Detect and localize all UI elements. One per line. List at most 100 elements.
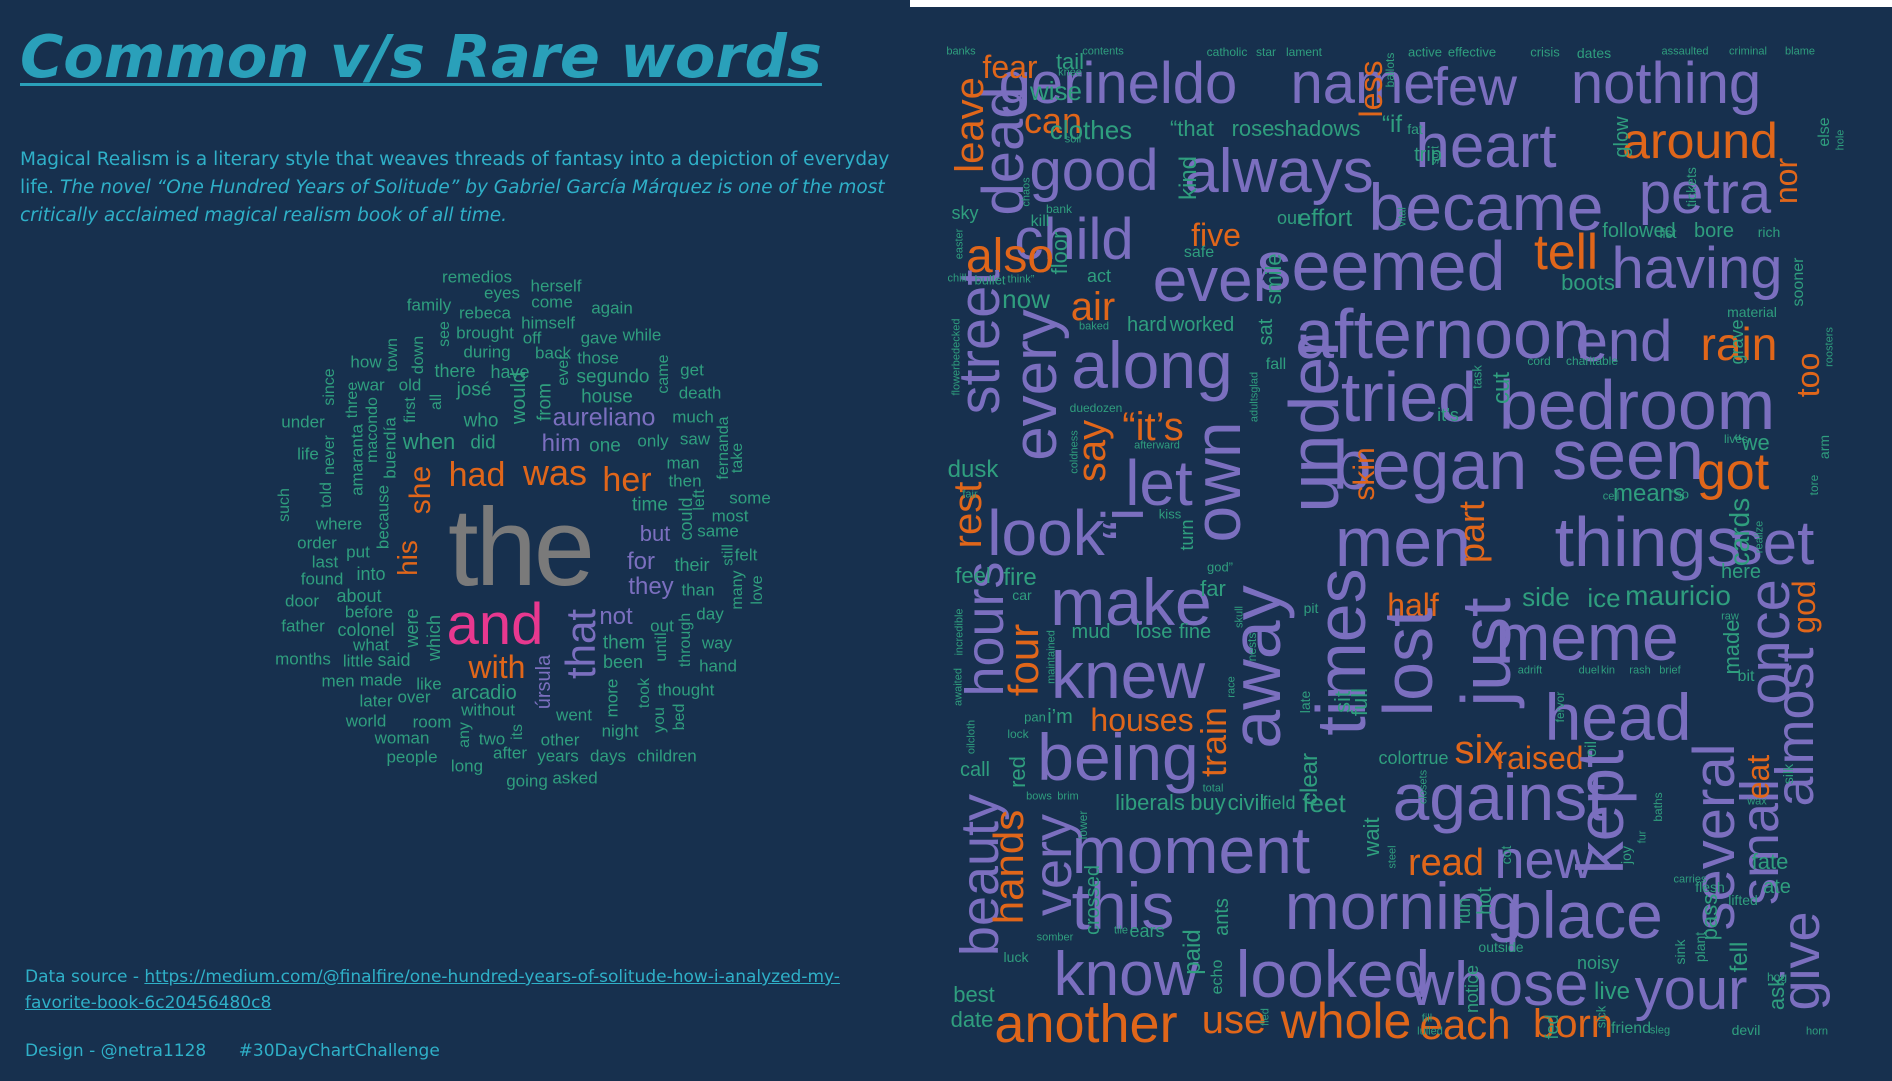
rare-word: lulled <box>1417 1025 1443 1038</box>
common-word: down <box>410 335 427 375</box>
rare-word: here <box>1720 561 1762 583</box>
rare-word: active <box>1408 44 1442 60</box>
common-word: house <box>581 386 633 408</box>
data-source-link[interactable]: https://medium.com/@finalfire/one-hundre… <box>25 967 840 1013</box>
rare-word: around <box>1622 113 1778 169</box>
rare-word: seen <box>1552 416 1704 494</box>
common-word: about <box>336 586 382 606</box>
rare-word: cord <box>1527 354 1551 368</box>
rare-word: cut <box>1488 371 1515 405</box>
rare-word: banks <box>946 45 976 58</box>
rare-word: whole <box>1280 993 1412 1049</box>
rare-word: bows <box>1026 790 1052 803</box>
rare-word: “if <box>1382 111 1402 138</box>
rare-word: houses <box>1090 702 1194 738</box>
rare-word: seemed <box>1256 227 1506 305</box>
rare-word: kiss <box>1158 506 1182 522</box>
common-word: took <box>636 677 653 709</box>
common-word: the <box>448 486 595 609</box>
rare-word: notice <box>1462 964 1482 1014</box>
rare-word: “that <box>1169 116 1215 141</box>
rare-word: sink <box>1672 939 1688 965</box>
rare-word: carries <box>1673 873 1707 886</box>
common-word: bed <box>671 703 688 731</box>
common-word: before <box>344 602 394 622</box>
common-word: arcadio <box>451 682 517 704</box>
rare-word: effort <box>1297 205 1353 232</box>
rare-word: wait <box>1359 817 1384 857</box>
rare-word: became <box>1368 170 1604 244</box>
common-word: other <box>540 730 580 750</box>
rare-word: lower <box>1076 810 1090 840</box>
common-word: úrsula <box>533 654 555 710</box>
rare-word: end <box>1575 309 1673 374</box>
data-source-label: Data source - <box>25 967 145 987</box>
common-word: back <box>535 343 571 363</box>
rare-word: “it’s <box>1122 405 1184 449</box>
common-word: told <box>318 482 335 508</box>
rare-word: task <box>1469 365 1485 389</box>
common-word: came <box>655 354 672 394</box>
rare-word: rash <box>1629 664 1651 677</box>
rare-word: true <box>1417 748 1449 768</box>
rare-word: read <box>1407 842 1485 884</box>
rare-words-cloud: gerineldo name few nothing good always heart ar… <box>910 7 1892 1081</box>
rare-word: our <box>1276 208 1304 228</box>
intro-italic: The novel “One Hundred Years of Solitude… <box>20 177 885 226</box>
rare-word: hog <box>1766 970 1788 984</box>
rare-word: wise <box>1029 76 1083 106</box>
rare-word: moment <box>1071 813 1311 887</box>
rare-word: heart <box>1415 112 1557 181</box>
rare-word: coldness <box>1068 430 1081 474</box>
rare-word: think” <box>1007 273 1035 286</box>
common-word: his <box>392 540 423 576</box>
rare-word: rain <box>1700 318 1778 370</box>
common-word: aureliano <box>552 403 656 432</box>
rare-word: six <box>1454 728 1504 772</box>
rare-word: part <box>1451 500 1492 564</box>
rare-word: petra <box>1638 161 1772 226</box>
rare-word: raw <box>1721 610 1739 623</box>
common-word: remedios <box>442 267 512 287</box>
rare-word: kill <box>1030 213 1050 230</box>
common-word: there <box>434 361 476 381</box>
rare-word: list <box>1659 225 1677 241</box>
rare-word: flowerbedecked <box>950 318 963 396</box>
common-word: years <box>537 746 579 766</box>
rare-word: eat <box>1740 754 1776 800</box>
rare-word: means <box>1612 480 1686 507</box>
rare-word: morning <box>1284 869 1524 943</box>
common-word: going <box>506 771 548 791</box>
rare-word: nothing <box>1570 51 1762 116</box>
rare-word: every <box>1001 309 1070 461</box>
rare-word: lives <box>1723 432 1749 446</box>
rare-word: bedroom <box>1498 366 1776 444</box>
rare-word: hard <box>1126 314 1168 336</box>
rare-word: place <box>1505 878 1663 952</box>
rare-word: fell <box>1726 941 1753 973</box>
common-word: until <box>653 632 670 662</box>
rare-words-panel: gerineldo name few nothing good always heart ar… <box>910 7 1892 1081</box>
common-word: him <box>541 430 581 457</box>
common-word: same <box>697 521 739 541</box>
rare-word: fled <box>1259 1008 1272 1026</box>
rare-word: star <box>1255 45 1277 59</box>
rare-word: color <box>1378 748 1418 768</box>
rare-word: use <box>1201 998 1267 1042</box>
common-word: saw <box>679 429 711 449</box>
common-word: her <box>602 461 652 499</box>
rare-word: head <box>1544 680 1692 754</box>
rare-word: soil <box>1064 133 1082 146</box>
common-word: josé <box>456 379 492 401</box>
rare-word: raised <box>1496 740 1584 776</box>
common-word: was <box>522 452 588 493</box>
rare-word: look <box>987 497 1105 569</box>
rare-word: mud <box>1071 621 1111 643</box>
rare-word: fur <box>1636 830 1649 844</box>
common-word: people <box>386 747 438 767</box>
rare-word: tail <box>1055 49 1085 74</box>
common-word: you <box>651 707 668 733</box>
rare-word: kind <box>1175 155 1202 201</box>
rare-word: plant <box>1692 931 1708 963</box>
common-word: little <box>342 651 374 671</box>
